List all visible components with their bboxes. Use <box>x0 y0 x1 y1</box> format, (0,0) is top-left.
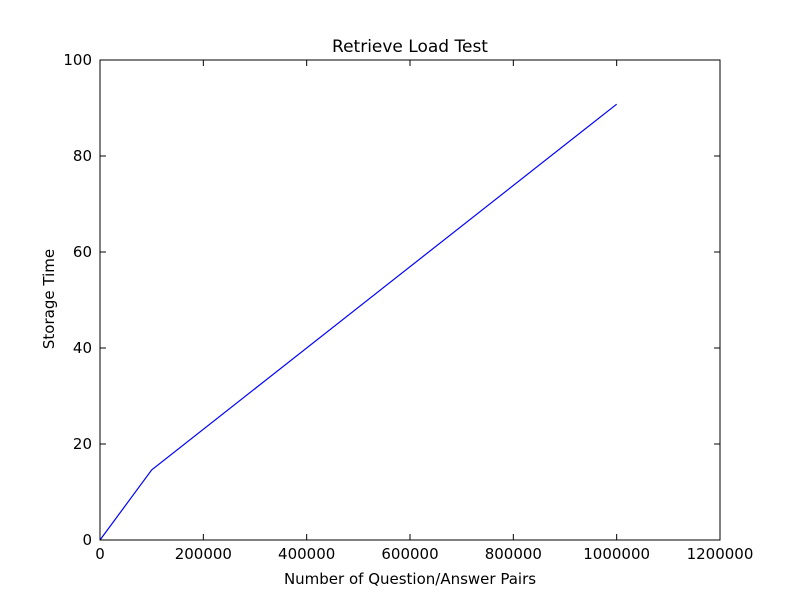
series-line <box>99 103 618 541</box>
plot-frame <box>99 59 721 541</box>
x-axis-label: Number of Question/Answer Pairs <box>284 570 536 588</box>
y-tick-label: 0 <box>82 531 92 549</box>
tick-layer: 0 200000 400000 600000 800000 1000000 1200000 0… <box>63 51 753 563</box>
x-tick-label: 1200000 <box>687 545 754 563</box>
x-tick-label: 1000000 <box>583 545 650 563</box>
y-tick-label: 60 <box>73 243 92 261</box>
y-axis-label: Storage Time <box>40 249 58 349</box>
y-tick-label: 80 <box>73 147 92 165</box>
x-tick-label: 0 <box>95 545 105 563</box>
x-tick-label: 800000 <box>485 545 542 563</box>
x-tick-label: 400000 <box>278 545 335 563</box>
x-tick-label: 600000 <box>381 545 438 563</box>
y-tick-label: 40 <box>73 339 92 357</box>
y-tick-label: 20 <box>73 435 92 453</box>
chart-title: Retrieve Load Test <box>332 37 488 57</box>
y-tick-label: 100 <box>63 51 92 69</box>
x-tick-label: 200000 <box>175 545 232 563</box>
series-layer <box>99 103 618 541</box>
